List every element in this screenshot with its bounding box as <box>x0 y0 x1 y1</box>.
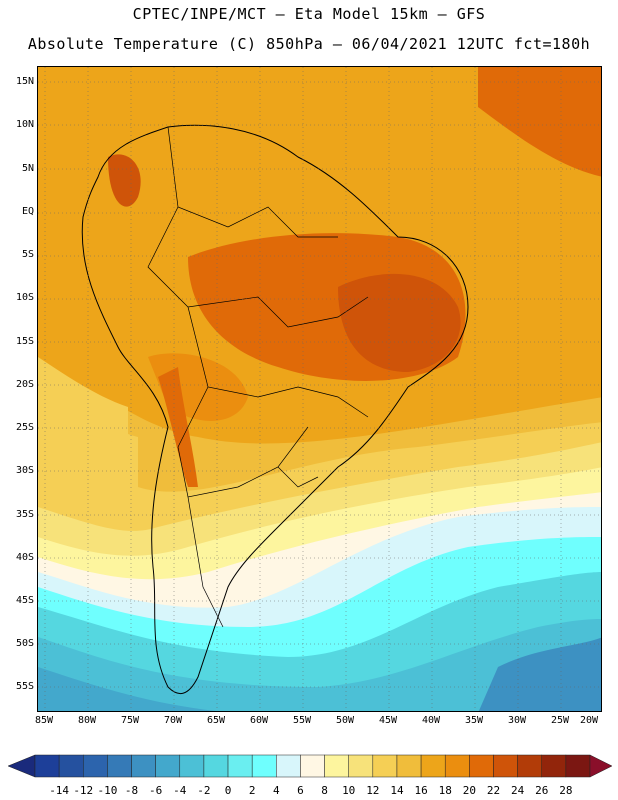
temperature-map <box>37 66 602 712</box>
colorbar-tick-label: -2 <box>197 784 211 797</box>
temperature-colorbar <box>7 754 613 778</box>
colorbar-tick-label: 26 <box>535 784 549 797</box>
colorbar-swatch <box>203 754 229 778</box>
lat-label: 45S <box>15 595 34 606</box>
colorbar-tick-label: -14 <box>49 784 70 797</box>
country-borders <box>147 126 369 628</box>
colorbar-tick-label: 24 <box>510 784 525 797</box>
colorbar-swatch <box>227 754 253 778</box>
lat-label: 5N <box>21 163 34 174</box>
lat-label: 10N <box>15 119 34 130</box>
colorbar-swatch <box>420 754 446 778</box>
lon-label: 40W <box>421 715 441 726</box>
lon-label: 30W <box>507 715 527 726</box>
colorbar-swatch <box>251 754 277 778</box>
lat-label: 55S <box>15 681 34 692</box>
lon-label: 60W <box>249 715 269 726</box>
colorbar-high-end <box>589 754 613 778</box>
map-title-line1: CPTEC/INPE/MCT – Eta Model 15km – GFS <box>132 5 486 23</box>
colorbar-swatch <box>372 754 398 778</box>
colorbar-tick-label: 0 <box>224 784 232 797</box>
colorbar-tick-label: 18 <box>438 784 452 797</box>
colorbar-swatch <box>493 754 518 778</box>
lat-label: 40S <box>15 552 34 563</box>
colorbar-tick-label: 16 <box>414 784 428 797</box>
lon-label: 55W <box>292 715 312 726</box>
colorbar-tick-label: -12 <box>73 784 94 797</box>
colorbar-tick-label: 10 <box>342 784 356 797</box>
colorbar-swatch <box>300 754 325 778</box>
colorbar-swatch <box>396 754 422 778</box>
colorbar-low-end <box>7 754 36 778</box>
lon-label: 20W <box>579 715 599 726</box>
lon-label: 80W <box>77 715 97 726</box>
colorbar-swatch <box>155 754 181 778</box>
colorbar-tick-label: -6 <box>149 784 163 797</box>
lon-label: 25W <box>550 715 570 726</box>
lon-label: 85W <box>34 715 54 726</box>
colorbar-swatch <box>444 754 470 778</box>
lon-label: 45W <box>378 715 398 726</box>
lat-label: 25S <box>15 422 34 433</box>
field-hotspot-brazil-22c <box>338 273 461 372</box>
colorbar-tick-label: 22 <box>486 784 501 797</box>
colorbar-swatch <box>131 754 156 778</box>
colorbar-tick-label: 4 <box>272 784 280 797</box>
colorbar-tick-label: -8 <box>124 784 139 797</box>
south-america-coastline <box>81 124 469 695</box>
colorbar-swatch <box>565 754 591 778</box>
field-pacific-14c <box>38 357 128 447</box>
colorbar-swatch <box>348 754 374 778</box>
colorbar-swatch <box>469 754 494 778</box>
colorbar-swatch <box>276 754 301 778</box>
colorbar-swatch <box>58 754 84 778</box>
lon-label: 35W <box>464 715 484 726</box>
lon-label: 70W <box>163 715 183 726</box>
lon-label: 50W <box>335 715 355 726</box>
lat-label: 50S <box>15 638 34 649</box>
colorbar-swatch <box>541 754 567 778</box>
lat-label: EQ <box>21 206 34 217</box>
colorbar-tick-label: 2 <box>248 784 256 797</box>
colorbar-tick-label: -4 <box>173 784 187 797</box>
lat-label: 15N <box>15 76 34 87</box>
colorbar-swatch <box>179 754 205 778</box>
colorbar-tick-label: 12 <box>366 784 380 797</box>
map-title-line2: Absolute Temperature (C) 850hPa – 06/04/… <box>27 35 591 53</box>
lat-label: 10S <box>15 292 34 303</box>
colorbar-tick-label: 28 <box>559 784 573 797</box>
colorbar-swatch <box>34 754 60 778</box>
field-hotspot-colombia <box>108 154 141 207</box>
colorbar-tick-label: 6 <box>297 784 304 797</box>
lat-label: 35S <box>15 509 34 520</box>
field-hotspot-ne-atlantic <box>478 67 601 177</box>
colorbar-tick-label: 8 <box>321 784 328 797</box>
lon-label: 65W <box>206 715 226 726</box>
lon-label: 75W <box>120 715 140 726</box>
colorbar-tick-label: -10 <box>97 784 118 797</box>
colorbar-swatch <box>324 754 349 778</box>
field-andes-warm <box>158 367 198 487</box>
lat-label: 20S <box>15 379 34 390</box>
lat-label: 5S <box>21 249 34 260</box>
colorbar-swatch <box>517 754 542 778</box>
field-band-0c <box>38 619 601 711</box>
colorbar-swatch <box>107 754 132 778</box>
lat-label: 15S <box>15 336 34 347</box>
colorbar-tick-label: 20 <box>462 784 476 797</box>
lat-label: 30S <box>15 465 34 476</box>
colorbar-swatch <box>83 754 108 778</box>
field-band-minus4c <box>478 637 601 711</box>
field-band-minus2c <box>38 667 217 711</box>
colorbar-tick-label: 14 <box>390 784 404 797</box>
